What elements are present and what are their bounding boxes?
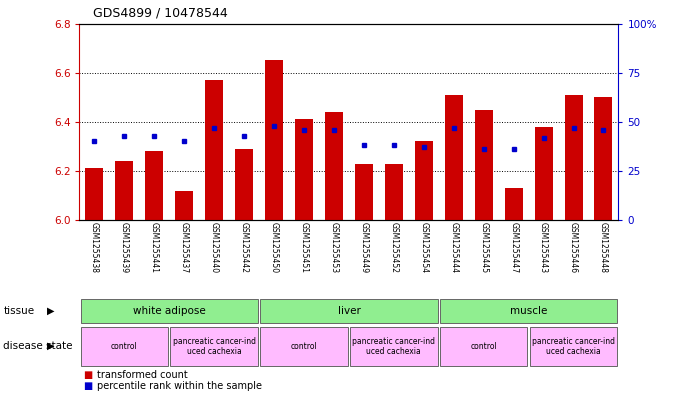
Text: pancreatic cancer-ind
uced cachexia: pancreatic cancer-ind uced cachexia — [532, 336, 615, 356]
Bar — [350, 327, 437, 366]
Bar — [415, 141, 433, 220]
Bar — [261, 299, 437, 323]
Bar — [535, 127, 553, 220]
Text: GSM1255453: GSM1255453 — [330, 222, 339, 273]
Text: GSM1255445: GSM1255445 — [479, 222, 489, 273]
Bar — [565, 95, 583, 220]
Bar — [295, 119, 313, 220]
Text: ■: ■ — [83, 371, 92, 380]
Text: transformed count: transformed count — [97, 371, 187, 380]
Text: GSM1255439: GSM1255439 — [120, 222, 129, 273]
Bar — [205, 80, 223, 220]
Bar — [81, 327, 168, 366]
Text: muscle: muscle — [510, 306, 547, 316]
Bar — [171, 327, 258, 366]
Text: white adipose: white adipose — [133, 306, 206, 316]
Text: GSM1255452: GSM1255452 — [389, 222, 399, 273]
Text: tissue: tissue — [3, 306, 35, 316]
Text: GSM1255441: GSM1255441 — [150, 222, 159, 273]
Bar — [440, 299, 617, 323]
Text: GDS4899 / 10478544: GDS4899 / 10478544 — [93, 7, 228, 20]
Text: GSM1255450: GSM1255450 — [269, 222, 278, 273]
Text: GSM1255449: GSM1255449 — [359, 222, 368, 273]
Bar — [355, 163, 373, 220]
Text: GSM1255454: GSM1255454 — [419, 222, 428, 273]
Bar — [385, 163, 403, 220]
Text: ▶: ▶ — [47, 306, 55, 316]
Text: GSM1255446: GSM1255446 — [569, 222, 578, 273]
Text: percentile rank within the sample: percentile rank within the sample — [97, 381, 262, 391]
Text: pancreatic cancer-ind
uced cachexia: pancreatic cancer-ind uced cachexia — [173, 336, 256, 356]
Text: ■: ■ — [83, 381, 92, 391]
Text: ▶: ▶ — [47, 341, 55, 351]
Text: GSM1255442: GSM1255442 — [240, 222, 249, 273]
Bar — [265, 61, 283, 220]
Bar — [261, 327, 348, 366]
Bar — [81, 299, 258, 323]
Bar — [176, 191, 193, 220]
Text: GSM1255440: GSM1255440 — [209, 222, 219, 273]
Bar — [440, 327, 527, 366]
Text: liver: liver — [337, 306, 361, 316]
Bar — [594, 97, 612, 220]
Bar — [115, 161, 133, 220]
Text: GSM1255438: GSM1255438 — [90, 222, 99, 273]
Bar — [475, 110, 493, 220]
Text: GSM1255448: GSM1255448 — [599, 222, 608, 273]
Bar — [86, 169, 104, 220]
Bar — [530, 327, 617, 366]
Bar — [235, 149, 253, 220]
Text: GSM1255444: GSM1255444 — [449, 222, 458, 273]
Text: GSM1255443: GSM1255443 — [539, 222, 548, 273]
Text: control: control — [291, 342, 317, 351]
Text: GSM1255437: GSM1255437 — [180, 222, 189, 273]
Bar — [145, 151, 163, 220]
Bar — [325, 112, 343, 220]
Text: pancreatic cancer-ind
uced cachexia: pancreatic cancer-ind uced cachexia — [352, 336, 435, 356]
Text: GSM1255451: GSM1255451 — [299, 222, 309, 273]
Text: control: control — [111, 342, 138, 351]
Text: control: control — [471, 342, 497, 351]
Text: GSM1255447: GSM1255447 — [509, 222, 518, 273]
Bar — [504, 188, 522, 220]
Bar — [445, 95, 463, 220]
Text: disease state: disease state — [3, 341, 73, 351]
